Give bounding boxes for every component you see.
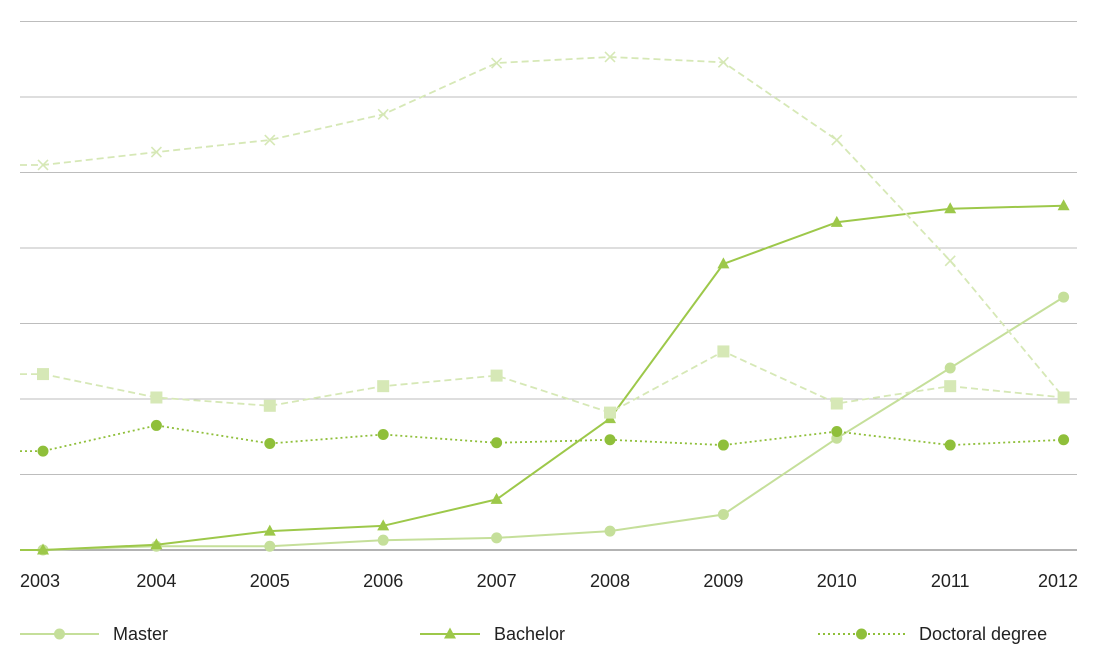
data-point [604, 525, 616, 537]
legend-marker [856, 628, 867, 640]
data-point [831, 425, 843, 437]
data-point [491, 437, 503, 449]
data-point [830, 215, 843, 227]
series-line [20, 424, 1064, 452]
data-point [717, 257, 730, 269]
x-tick-label: 2004 [136, 571, 176, 591]
x-tick-label: 2009 [703, 571, 743, 591]
marker-stroke [1058, 391, 1070, 404]
data-point [150, 419, 162, 431]
series-line [20, 204, 1064, 551]
marker-stroke [717, 56, 729, 68]
data-point [377, 380, 390, 393]
data-point [150, 146, 162, 158]
data-point [717, 56, 729, 68]
series-doctoral-degree [20, 419, 1070, 457]
data-point [490, 492, 503, 504]
data-point [264, 134, 276, 146]
data-point [377, 534, 389, 546]
gridlines [20, 21, 1077, 551]
legend: Master Bachelor Doctoral degree [20, 624, 1047, 644]
marker-stroke [264, 134, 276, 146]
data-point [604, 51, 616, 63]
legend-label: Master [113, 624, 168, 644]
series-line [20, 350, 1064, 414]
marker-stroke [37, 159, 49, 171]
x-tick-label: 2012 [1038, 571, 1078, 591]
data-point [1058, 391, 1070, 404]
legend-item-master: Master [20, 624, 168, 644]
data-point [944, 202, 957, 214]
legend-item-doctoral-degree: Doctoral degree [818, 624, 1047, 644]
x-tick-label: 2007 [477, 571, 517, 591]
marker-stroke [944, 255, 956, 267]
data-point [944, 362, 956, 374]
x-axis-ticks: 2003 2004 2005 2006 2007 2008 2009 2010 2011 2012 [20, 571, 1078, 591]
data-point [377, 108, 389, 120]
x-tick-label: 2005 [250, 571, 290, 591]
data-point [150, 391, 163, 404]
data-point [263, 524, 276, 536]
series-layer [20, 51, 1070, 556]
data-point [490, 369, 503, 382]
data-point [37, 445, 49, 457]
data-point [37, 368, 49, 381]
data-point [717, 345, 730, 358]
data-point [377, 428, 389, 440]
data-point [377, 519, 390, 531]
data-point [717, 509, 729, 521]
data-point [1058, 291, 1070, 303]
series-unlabeled-4 [20, 51, 1070, 404]
marker-stroke [150, 146, 162, 158]
x-tick-label: 2010 [817, 571, 857, 591]
data-point [491, 57, 503, 69]
legend-marker [444, 627, 456, 639]
marker-stroke [831, 134, 843, 146]
data-point [264, 438, 276, 450]
data-point [944, 255, 956, 267]
x-tick-label: 2011 [931, 571, 970, 591]
data-point [150, 538, 163, 550]
data-point [604, 434, 616, 446]
data-point [37, 159, 49, 171]
data-point [944, 380, 957, 393]
data-point [263, 399, 276, 412]
data-point [1058, 434, 1070, 446]
legend-label: Bachelor [494, 624, 565, 644]
series-master [20, 291, 1070, 556]
data-point [830, 397, 843, 410]
data-point [491, 532, 503, 544]
legend-marker [54, 628, 65, 640]
marker-stroke [604, 51, 616, 63]
marker-stroke [491, 57, 503, 69]
series-bachelor [20, 199, 1070, 555]
data-point [264, 540, 276, 552]
x-tick-label: 2003 [20, 571, 60, 591]
data-point [1057, 199, 1070, 211]
data-point [717, 439, 729, 451]
legend-label: Doctoral degree [919, 624, 1047, 644]
data-point [37, 543, 49, 555]
legend-item-bachelor: Bachelor [420, 624, 565, 644]
series-line [20, 56, 1065, 399]
x-tick-label: 2006 [363, 571, 403, 591]
x-tick-label: 2008 [590, 571, 630, 591]
series-unlabeled-3 [20, 345, 1070, 419]
series-line [20, 296, 1065, 551]
data-point [944, 439, 956, 451]
marker-stroke [377, 108, 389, 120]
data-point [831, 134, 843, 146]
data-point [604, 406, 616, 419]
